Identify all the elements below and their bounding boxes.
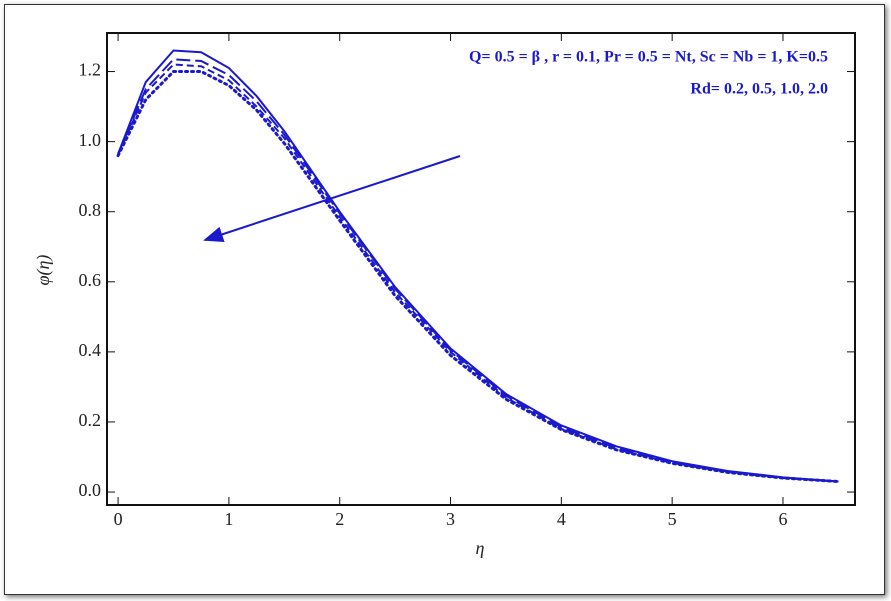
y-tick-label: 1.0: [79, 130, 102, 150]
y-tick-label: 0.6: [79, 270, 102, 290]
y-tick-label: 0.2: [79, 410, 102, 430]
frame: [4, 4, 885, 595]
plot-frame: [106, 32, 856, 506]
y-tick-label: 1.2: [79, 60, 102, 80]
annotation: Q= 0.5 = β , r = 0.1, Pr = 0.5 = Nt, Sc …: [469, 49, 828, 66]
line: [117, 63, 839, 483]
x-axis-label: η: [476, 538, 485, 558]
x-tick-label: 5: [668, 509, 677, 529]
x-tick-label: 2: [335, 509, 344, 529]
line: [117, 58, 839, 483]
y-tick-label: 0.0: [79, 480, 102, 500]
y-axis-label: φ(η): [33, 255, 54, 286]
x-tick-label: 3: [446, 509, 455, 529]
x-tick-label: 4: [557, 509, 566, 529]
y-tick-label: 0.4: [79, 340, 102, 360]
annotation: Rd= 0.2, 0.5, 1.0, 2.0: [690, 81, 828, 98]
x-tick-label: 1: [224, 509, 233, 529]
arrow: [203, 155, 461, 242]
x-tick-label: 0: [114, 509, 123, 529]
x-tick-label: 6: [778, 509, 787, 529]
line: [116, 70, 840, 484]
line: [117, 49, 839, 483]
y-tick-label: 0.8: [79, 200, 102, 220]
